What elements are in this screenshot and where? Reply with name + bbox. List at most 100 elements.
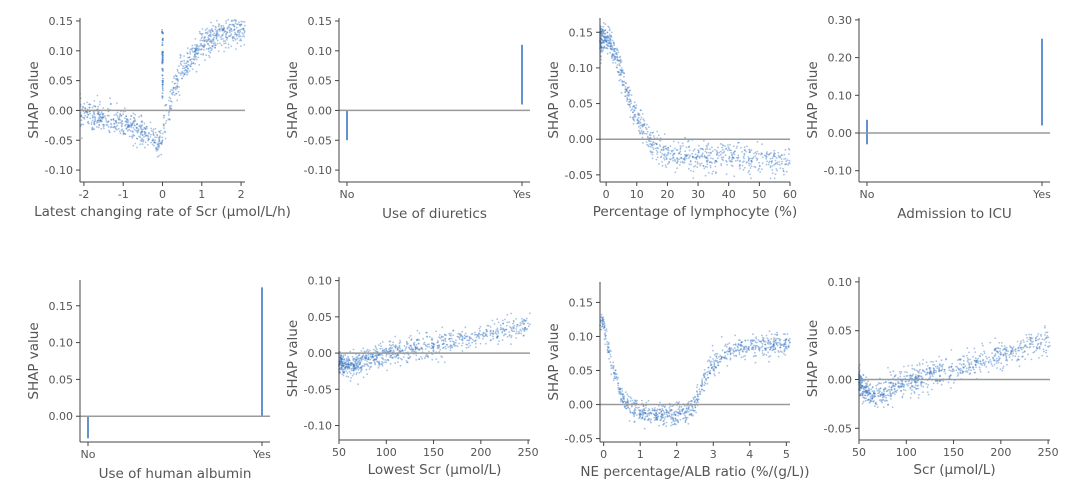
data-point bbox=[161, 92, 164, 94]
data-point bbox=[959, 372, 962, 374]
data-point bbox=[891, 406, 894, 409]
data-point bbox=[397, 357, 399, 360]
data-point bbox=[356, 355, 359, 358]
data-point bbox=[201, 36, 204, 39]
data-point bbox=[213, 32, 216, 35]
data-point bbox=[198, 64, 201, 66]
data-point bbox=[676, 160, 679, 163]
data-point bbox=[1046, 335, 1049, 337]
data-point bbox=[243, 21, 246, 23]
data-point bbox=[651, 157, 654, 160]
data-point bbox=[389, 350, 392, 352]
data-point bbox=[479, 325, 482, 328]
data-point bbox=[1044, 334, 1046, 336]
data-point bbox=[482, 335, 485, 338]
data-point bbox=[702, 148, 705, 151]
data-point bbox=[86, 101, 88, 104]
data-point bbox=[662, 420, 665, 422]
data-point bbox=[370, 365, 373, 368]
data-point bbox=[875, 387, 878, 390]
data-point bbox=[342, 368, 345, 371]
data-point bbox=[426, 345, 429, 348]
data-point bbox=[159, 142, 162, 145]
data-point bbox=[124, 107, 126, 110]
data-point bbox=[93, 121, 96, 123]
data-point bbox=[349, 362, 352, 365]
data-point bbox=[607, 42, 610, 45]
data-point bbox=[784, 157, 787, 160]
data-point bbox=[425, 353, 428, 356]
data-point bbox=[350, 363, 353, 366]
data-point bbox=[668, 160, 671, 163]
data-point bbox=[699, 163, 701, 165]
data-point bbox=[600, 31, 602, 33]
data-point bbox=[93, 123, 96, 126]
data-point bbox=[606, 52, 609, 55]
data-point bbox=[93, 120, 96, 123]
data-point bbox=[234, 38, 237, 41]
data-point bbox=[721, 349, 724, 352]
data-point bbox=[682, 145, 684, 147]
data-point bbox=[158, 139, 161, 142]
data-point bbox=[161, 31, 164, 34]
data-point bbox=[231, 36, 234, 39]
data-point bbox=[702, 389, 705, 392]
data-point bbox=[172, 86, 175, 89]
data-point bbox=[156, 148, 159, 151]
data-point bbox=[240, 23, 243, 26]
data-point bbox=[709, 161, 711, 164]
data-point bbox=[433, 343, 436, 346]
data-point bbox=[449, 334, 451, 336]
data-point bbox=[231, 19, 233, 22]
data-point bbox=[178, 94, 181, 96]
data-point bbox=[97, 113, 99, 116]
data-point bbox=[685, 155, 687, 157]
data-point bbox=[785, 160, 788, 163]
data-point bbox=[769, 160, 771, 163]
data-point bbox=[340, 358, 343, 361]
data-point bbox=[616, 66, 618, 69]
data-point bbox=[960, 363, 963, 366]
data-point bbox=[179, 72, 182, 75]
data-point bbox=[775, 162, 777, 165]
data-point bbox=[207, 42, 210, 45]
data-point bbox=[523, 327, 526, 330]
data-point bbox=[340, 362, 343, 365]
data-point bbox=[697, 398, 700, 400]
data-point bbox=[169, 107, 172, 110]
data-point bbox=[359, 362, 362, 364]
data-point bbox=[667, 152, 670, 155]
data-point bbox=[241, 28, 243, 30]
data-point bbox=[474, 333, 476, 336]
data-point bbox=[773, 163, 776, 166]
data-point bbox=[382, 349, 385, 352]
data-point bbox=[962, 367, 965, 369]
data-point bbox=[724, 154, 727, 157]
data-point bbox=[130, 123, 133, 126]
data-point bbox=[233, 37, 236, 40]
data-point bbox=[120, 114, 123, 117]
data-point bbox=[602, 31, 605, 34]
data-point bbox=[649, 131, 652, 134]
data-point bbox=[685, 153, 688, 156]
data-point bbox=[360, 350, 363, 352]
data-point bbox=[490, 339, 492, 341]
data-point bbox=[345, 370, 347, 372]
data-point bbox=[702, 165, 705, 167]
data-point bbox=[1044, 344, 1047, 347]
data-point bbox=[463, 334, 466, 337]
data-point bbox=[192, 62, 195, 65]
data-point bbox=[191, 44, 194, 47]
data-point bbox=[619, 59, 621, 62]
data-point bbox=[784, 339, 787, 342]
data-point bbox=[215, 26, 217, 29]
data-point bbox=[1023, 345, 1026, 348]
data-point bbox=[502, 328, 504, 331]
data-point bbox=[1016, 340, 1019, 343]
data-point bbox=[871, 390, 874, 393]
data-point bbox=[401, 358, 403, 361]
data-point bbox=[194, 50, 196, 53]
data-point bbox=[346, 366, 349, 369]
data-point bbox=[685, 154, 688, 157]
